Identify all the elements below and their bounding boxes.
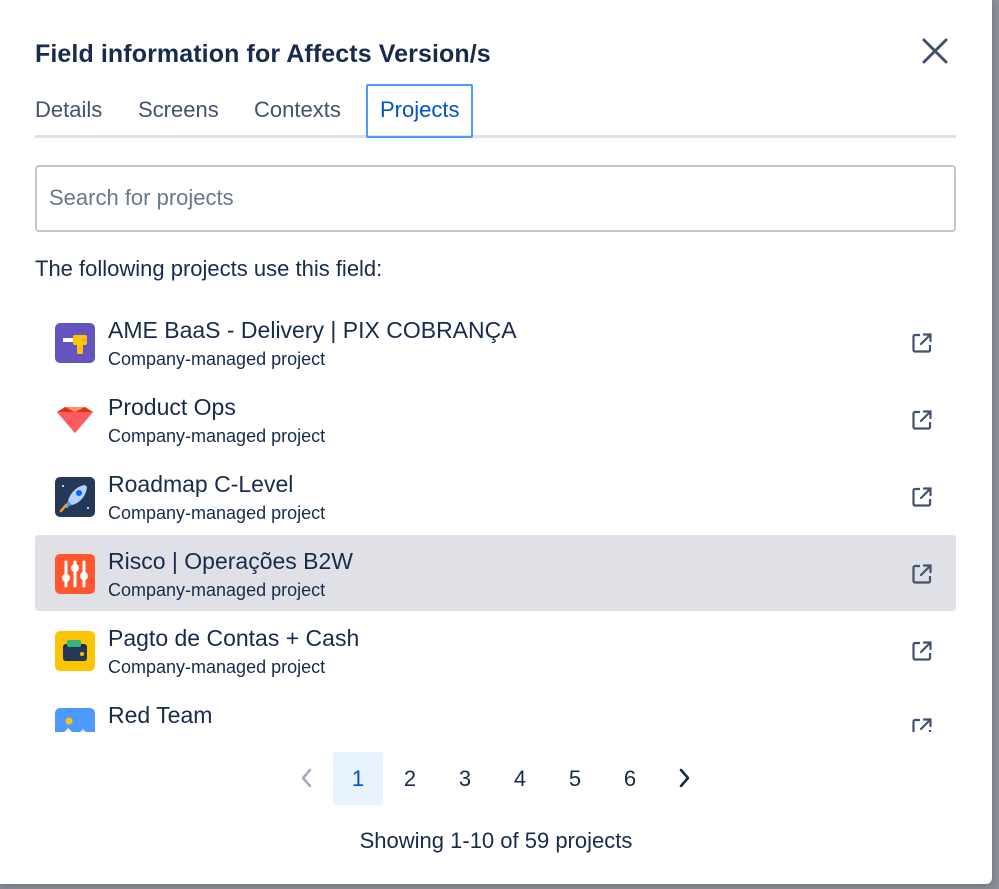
search-field — [35, 165, 956, 232]
sliders-avatar-icon — [55, 554, 95, 594]
wallet-avatar-icon — [55, 631, 95, 671]
project-row[interactable]: Pagto de Contas + Cash Company-managed p… — [35, 612, 956, 688]
project-type: Company-managed project — [108, 580, 326, 600]
external-link-icon[interactable] — [910, 639, 934, 663]
close-button[interactable] — [916, 34, 954, 72]
project-row[interactable]: Product Ops Company-managed project — [35, 381, 956, 457]
project-name: Roadmap C-Level — [108, 471, 294, 497]
tab-projects[interactable]: Projects — [366, 84, 474, 138]
external-link-icon[interactable] — [910, 562, 934, 586]
external-link-icon[interactable] — [910, 485, 934, 509]
project-row[interactable]: Roadmap C-Level Company-managed project — [35, 458, 956, 534]
projects-intro-text: The following projects use this field: — [35, 256, 383, 281]
rocket-avatar-icon — [55, 477, 95, 517]
page-button-5[interactable]: 5 — [568, 766, 582, 791]
tab-list: Details Screens Contexts Projects — [35, 84, 956, 138]
tab-details[interactable]: Details — [35, 97, 103, 122]
previous-page-button[interactable] — [282, 752, 332, 805]
project-name: Product Ops — [108, 394, 236, 420]
chevron-left-icon — [301, 768, 312, 788]
chevron-right-icon — [679, 768, 690, 788]
project-type: Company-managed project — [108, 657, 326, 677]
page-button-4[interactable]: 4 — [513, 766, 527, 791]
project-type: Company-managed project — [108, 503, 326, 523]
external-link-icon[interactable] — [910, 408, 934, 432]
project-name: Red Team — [108, 702, 213, 728]
page-button-1[interactable]: 1 — [333, 752, 383, 805]
project-name: Pagto de Contas + Cash — [108, 625, 360, 651]
search-input[interactable] — [37, 167, 941, 229]
results-count-text: Showing 1-10 of 59 projects — [359, 828, 633, 853]
project-list: AME BaaS - Delivery | PIX COBRANÇA Compa… — [35, 304, 956, 732]
close-icon — [922, 38, 948, 64]
page-button-2[interactable]: 2 — [403, 766, 417, 791]
external-link-icon[interactable] — [910, 331, 934, 355]
project-type: Company-managed project — [108, 349, 326, 369]
gem-avatar-icon — [55, 400, 95, 440]
drill-avatar-icon — [55, 323, 95, 363]
project-type: Company-managed project — [108, 426, 326, 446]
tab-contexts[interactable]: Contexts — [254, 97, 341, 122]
mountain-avatar-icon — [55, 708, 95, 732]
next-page-button[interactable] — [659, 752, 709, 805]
tab-screens[interactable]: Screens — [138, 97, 219, 122]
project-name: Risco | Operações B2W — [108, 548, 354, 574]
page-button-3[interactable]: 3 — [458, 766, 472, 791]
project-name: AME BaaS - Delivery | PIX COBRANÇA — [108, 317, 517, 343]
project-row[interactable]: Red Team Company-managed project — [35, 689, 956, 732]
project-row[interactable]: Risco | Operações B2W Company-managed pr… — [35, 535, 956, 611]
external-link-icon[interactable] — [910, 716, 934, 732]
page-button-6[interactable]: 6 — [623, 766, 637, 791]
dialog-title: Field information for Affects Version/s — [35, 40, 491, 68]
project-row[interactable]: AME BaaS - Delivery | PIX COBRANÇA Compa… — [35, 304, 956, 380]
